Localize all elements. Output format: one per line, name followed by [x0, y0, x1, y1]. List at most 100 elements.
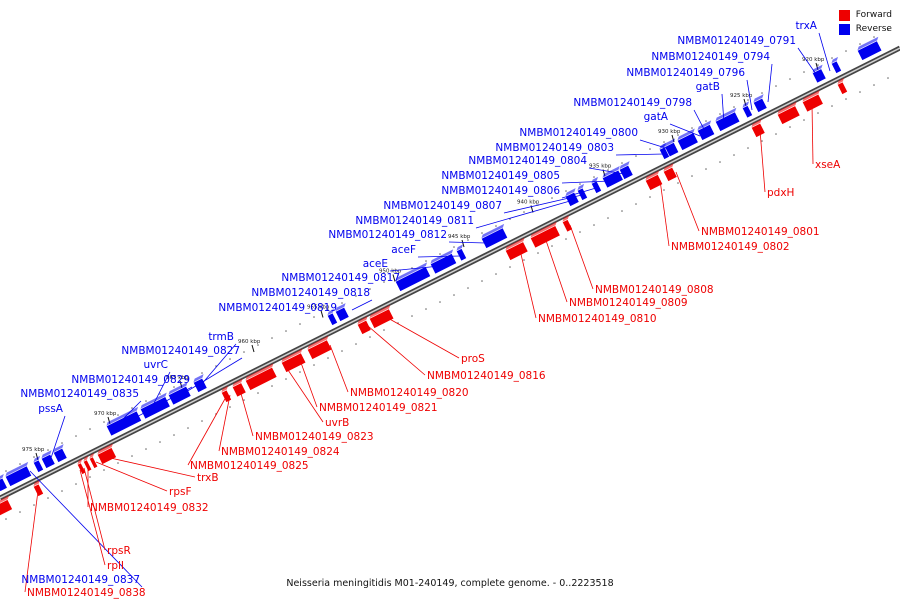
reverse-gene[interactable] — [752, 94, 770, 113]
forward-gene[interactable] — [662, 163, 680, 182]
gene-label-nmbm01240149-0816[interactable]: NMBM01240149_0816 — [427, 370, 546, 382]
reverse-gene[interactable] — [4, 461, 34, 487]
gene-label-nmbm01240149-0807[interactable]: NMBM01240149_0807 — [383, 200, 502, 212]
gene-label-xsea[interactable]: xseA — [815, 159, 841, 171]
gene-label-nmbm01240149-0838[interactable]: NMBM01240149_0838 — [27, 587, 146, 599]
reverse-gene[interactable] — [811, 64, 829, 84]
gene-label-nmbm01240149-0802[interactable]: NMBM01240149_0802 — [671, 241, 790, 253]
forward-gene[interactable] — [76, 458, 89, 475]
forward-gene[interactable] — [280, 348, 309, 373]
gene-label-nmbm01240149-0825[interactable]: NMBM01240149_0825 — [190, 460, 309, 472]
forward-gene[interactable] — [801, 90, 826, 113]
gene-label-rpsr[interactable]: rpsR — [107, 545, 131, 557]
gene-label-nmbm01240149-0812[interactable]: NMBM01240149_0812 — [328, 229, 447, 241]
gene-label-nmbm01240149-0794[interactable]: NMBM01240149_0794 — [651, 51, 770, 63]
reverse-gene[interactable] — [618, 161, 636, 180]
gene-label-nmbm01240149-0804[interactable]: NMBM01240149_0804 — [468, 155, 587, 167]
reverse-gene[interactable] — [676, 128, 701, 151]
forward-gene[interactable] — [644, 170, 665, 191]
gene-label-pros[interactable]: proS — [461, 353, 485, 365]
reverse-gene[interactable] — [714, 107, 743, 132]
gene-label-nmbm01240149-0819[interactable]: NMBM01240149_0819 — [218, 302, 337, 314]
forward-gene[interactable] — [32, 479, 46, 497]
gene-label-nmbm01240149-0820[interactable]: NMBM01240149_0820 — [350, 387, 469, 399]
gene-label-nmbm01240149-0817[interactable]: NMBM01240149_0817 — [281, 272, 400, 284]
gene-label-nmbm01240149-0808[interactable]: NMBM01240149_0808 — [595, 284, 714, 296]
reverse-gene[interactable] — [40, 450, 58, 469]
reverse-gene[interactable] — [696, 120, 717, 141]
gene-label-trmb[interactable]: trmB — [208, 331, 234, 343]
gene-label-nmbm01240149-0811[interactable]: NMBM01240149_0811 — [355, 215, 474, 227]
forward-gene[interactable] — [504, 237, 531, 261]
track-dot — [509, 266, 511, 268]
reverse-gene[interactable] — [455, 244, 469, 262]
gene-label-nmbm01240149-0821[interactable]: NMBM01240149_0821 — [319, 402, 438, 414]
tick-label: 955 kbp — [307, 305, 330, 311]
gene-label-trxa[interactable]: trxA — [795, 20, 817, 32]
forward-gene[interactable] — [231, 378, 249, 398]
reverse-gene[interactable] — [0, 474, 10, 492]
reverse-gene[interactable] — [590, 176, 604, 194]
gene-label-uvrb[interactable]: uvrB — [325, 417, 349, 429]
forward-gene[interactable] — [88, 452, 101, 469]
track-dot — [565, 190, 567, 192]
gene-label-nmbm01240149-0827[interactable]: NMBM01240149_0827 — [121, 345, 240, 357]
gene-label-nmbm01240149-0837[interactable]: NMBM01240149_0837 — [21, 574, 140, 586]
forward-gene[interactable] — [776, 101, 803, 125]
reverse-gene[interactable] — [658, 142, 672, 160]
forward-gene[interactable] — [356, 316, 374, 335]
gene-label-nmbm01240149-0796[interactable]: NMBM01240149_0796 — [626, 67, 745, 79]
gene-label-pdxh[interactable]: pdxH — [767, 187, 794, 199]
gene-label-nmbm01240149-0818[interactable]: NMBM01240149_0818 — [251, 287, 370, 299]
reverse-gene[interactable] — [32, 455, 46, 473]
forward-gene[interactable] — [244, 363, 280, 391]
gene-label-nmbm01240149-0791[interactable]: NMBM01240149_0791 — [677, 35, 796, 47]
reverse-gene[interactable] — [52, 444, 70, 463]
forward-gene[interactable] — [82, 455, 95, 472]
gene-label-nmbm01240149-0803[interactable]: NMBM01240149_0803 — [495, 142, 614, 154]
gene-label-nmbm01240149-0823[interactable]: NMBM01240149_0823 — [255, 431, 374, 443]
gene-label-nmbm01240149-0832[interactable]: NMBM01240149_0832 — [90, 502, 209, 514]
reverse-gene[interactable] — [830, 56, 844, 74]
reverse-gene[interactable] — [139, 392, 173, 420]
forward-gene[interactable] — [368, 304, 397, 329]
reverse-genes[interactable] — [0, 36, 885, 492]
gene-label-nmbm01240149-0801[interactable]: NMBM01240149_0801 — [701, 226, 820, 238]
gene-label-nmbm01240149-0798[interactable]: NMBM01240149_0798 — [573, 97, 692, 109]
forward-gene[interactable] — [529, 221, 563, 249]
track-dot — [145, 448, 147, 450]
reverse-gene[interactable] — [741, 101, 755, 119]
forward-gene[interactable] — [96, 443, 119, 465]
gene-label-gata[interactable]: gatA — [644, 111, 669, 123]
reverse-gene[interactable] — [326, 308, 340, 326]
gene-label-acef[interactable]: aceF — [391, 244, 416, 256]
gene-label-rpli[interactable]: rplI — [107, 560, 124, 572]
gene-label-nmbm01240149-0810[interactable]: NMBM01240149_0810 — [538, 313, 657, 325]
gene-label-uvrc[interactable]: uvrC — [143, 359, 168, 371]
forward-genes[interactable] — [0, 77, 850, 517]
gene-label-nmbm01240149-0805[interactable]: NMBM01240149_0805 — [441, 170, 560, 182]
gene-label-nmbm01240149-0809[interactable]: NMBM01240149_0809 — [569, 297, 688, 309]
gene-label-trxb[interactable]: trxB — [197, 472, 219, 484]
reverse-gene[interactable] — [334, 303, 352, 322]
gene-label-nmbm01240149-0835[interactable]: NMBM01240149_0835 — [20, 388, 139, 400]
gene-label-nmbm01240149-0800[interactable]: NMBM01240149_0800 — [519, 127, 638, 139]
tick-label: 950 kbp — [379, 269, 402, 275]
reverse-gene[interactable] — [856, 36, 885, 61]
track-dot — [257, 392, 259, 394]
gene-label-rpsf[interactable]: rpsF — [169, 486, 192, 498]
forward-gene[interactable] — [561, 215, 575, 233]
gene-label-gatb[interactable]: gatB — [696, 81, 720, 93]
gene-label-nmbm01240149-0824[interactable]: NMBM01240149_0824 — [221, 446, 340, 458]
reverse-gene[interactable] — [480, 223, 510, 249]
gene-label-acee[interactable]: aceE — [363, 258, 388, 270]
track-dot — [33, 504, 35, 506]
gene-label-pssa[interactable]: pssA — [38, 403, 64, 415]
gene-label-nmbm01240149-0806[interactable]: NMBM01240149_0806 — [441, 185, 560, 197]
gene-label-nmbm01240149-0829[interactable]: NMBM01240149_0829 — [71, 374, 190, 386]
forward-gene[interactable] — [836, 77, 850, 95]
forward-gene[interactable] — [0, 495, 15, 517]
reverse-gene[interactable] — [394, 262, 433, 292]
forward-gene[interactable] — [306, 335, 335, 360]
leader-line — [588, 167, 625, 175]
